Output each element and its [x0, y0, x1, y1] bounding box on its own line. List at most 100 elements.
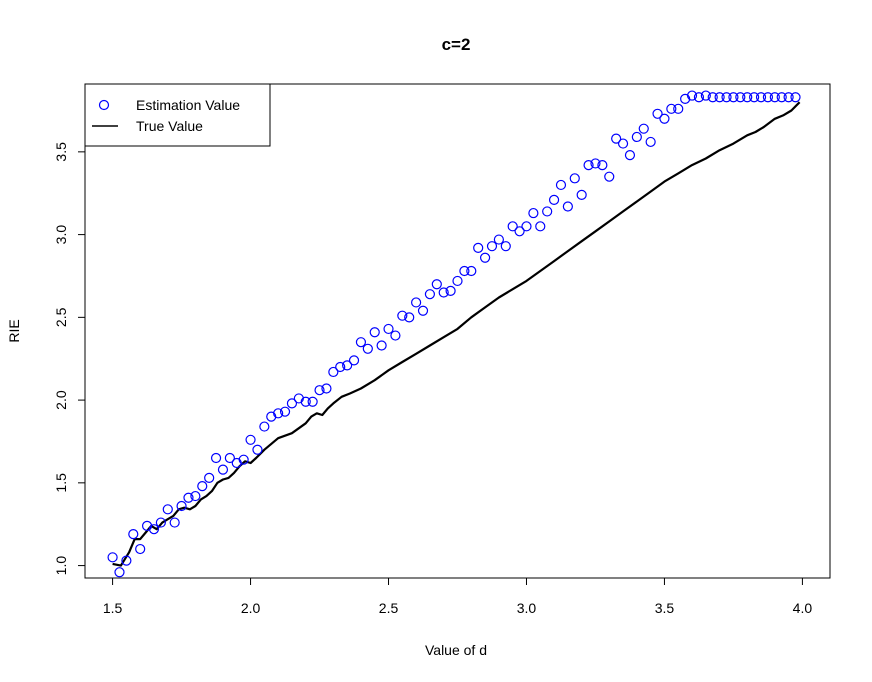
- estimation-point: [169, 517, 180, 528]
- estimation-point: [376, 340, 387, 351]
- estimation-point: [190, 490, 201, 502]
- estimation-point: [479, 252, 491, 263]
- estimation-point: [204, 472, 215, 483]
- estimation-point: [493, 234, 504, 245]
- estimation-point: [342, 360, 353, 371]
- x-tick-label: 2.0: [241, 600, 261, 616]
- estimation-point: [459, 265, 470, 277]
- estimation-point: [404, 312, 415, 323]
- estimation-point: [176, 500, 187, 512]
- estimation-point: [121, 555, 132, 566]
- estimation-point: [224, 452, 235, 464]
- estimation-point: [286, 398, 298, 409]
- estimation-point: [397, 310, 408, 321]
- y-tick-label: 3.0: [53, 225, 69, 245]
- estimation-point: [776, 92, 787, 103]
- estimation-point: [790, 92, 801, 103]
- estimation-point: [431, 279, 442, 290]
- estimation-point: [617, 138, 629, 149]
- x-tick-label: 3.0: [517, 600, 537, 616]
- estimation-point: [128, 529, 139, 540]
- estimation-point: [300, 396, 311, 407]
- estimation-point: [273, 408, 284, 419]
- estimation-point: [321, 383, 332, 394]
- estimation-point: [293, 393, 304, 404]
- estimation-point: [638, 123, 649, 134]
- legend: Estimation Value True Value: [84, 83, 271, 147]
- estimation-point: [217, 464, 229, 475]
- estimation-point: [569, 173, 580, 184]
- estimation-point: [583, 159, 594, 171]
- estimation-point: [390, 330, 401, 341]
- estimation-point: [238, 454, 249, 465]
- estimation-point: [314, 385, 325, 396]
- estimation-point: [693, 92, 705, 103]
- estimation-point: [197, 481, 208, 492]
- estimation-point: [652, 108, 663, 119]
- y-tick-label: 2.0: [53, 390, 69, 410]
- estimation-point: [155, 517, 166, 528]
- estimation-point: [721, 92, 732, 103]
- estimation-point: [783, 92, 794, 103]
- estimation-point: [576, 189, 587, 200]
- estimation-point: [231, 457, 242, 469]
- x-tick-label: 4.0: [793, 600, 813, 616]
- true-value-line: [112, 101, 801, 567]
- y-tick-label: 1.5: [53, 473, 69, 493]
- legend-label-estimation: Estimation Value: [136, 97, 240, 113]
- estimation-point: [535, 221, 546, 232]
- estimation-point: [279, 406, 291, 417]
- estimation-point: [542, 206, 553, 217]
- estimation-point: [252, 444, 263, 455]
- estimation-point: [562, 201, 573, 212]
- estimation-point: [162, 504, 173, 515]
- estimation-point: [666, 103, 677, 114]
- estimation-point: [507, 221, 518, 232]
- estimation-point: [183, 492, 194, 503]
- x-tick-label: 1.5: [103, 600, 123, 616]
- x-tick-label: 2.5: [379, 600, 399, 616]
- x-tick-label: 3.5: [655, 600, 675, 616]
- estimation-point: [245, 434, 256, 445]
- estimation-point: [210, 452, 222, 464]
- estimation-point: [597, 159, 608, 171]
- legend-point-icon: [98, 99, 110, 111]
- estimation-point: [369, 327, 380, 338]
- estimation-point: [383, 323, 394, 335]
- estimation-point: [548, 194, 560, 205]
- estimation-point: [611, 133, 622, 144]
- estimation-point: [714, 92, 725, 103]
- estimation-point: [148, 524, 160, 535]
- estimation-point: [528, 207, 539, 219]
- estimation-point: [355, 337, 367, 348]
- x-ticks: 1.5 2.0 2.5 3.0 3.5 4.0: [103, 578, 812, 616]
- estimation-point: [673, 103, 684, 114]
- legend-box: [84, 83, 271, 147]
- y-axis-label: RIE: [6, 319, 22, 342]
- estimation-point: [466, 265, 477, 277]
- estimation-point: [259, 421, 270, 432]
- estimation-point: [438, 287, 449, 298]
- estimation-point: [452, 275, 463, 287]
- estimation-point: [590, 158, 601, 169]
- estimation-point: [424, 289, 436, 300]
- estimation-point: [335, 361, 346, 373]
- series-layer: [107, 90, 801, 578]
- estimation-point: [521, 221, 532, 232]
- estimation-point: [680, 93, 691, 104]
- estimation-point: [411, 297, 422, 308]
- estimation-point: [707, 92, 718, 103]
- estimation-point: [141, 520, 153, 531]
- estimation-point: [735, 92, 746, 103]
- estimation-point: [266, 411, 277, 422]
- estimation-point: [749, 92, 760, 103]
- estimation-point: [135, 543, 146, 555]
- estimation-point: [107, 552, 118, 563]
- estimation-point: [473, 242, 484, 253]
- y-tick-label: 2.5: [53, 307, 69, 327]
- estimation-point: [755, 92, 767, 103]
- estimation-point: [514, 226, 525, 237]
- x-axis-label: Value of d: [425, 642, 487, 658]
- y-tick-label: 3.5: [53, 142, 69, 162]
